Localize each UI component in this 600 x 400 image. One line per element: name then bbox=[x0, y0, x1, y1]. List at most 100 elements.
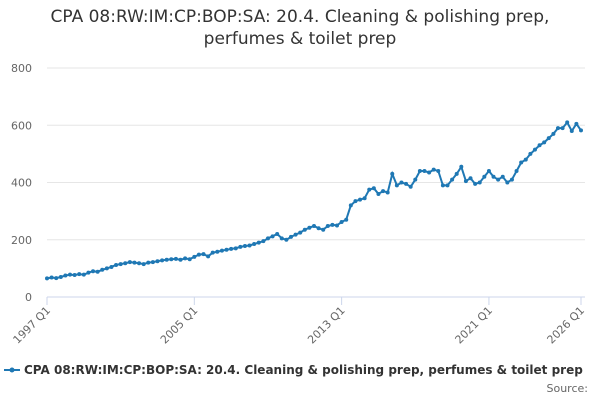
point bbox=[81, 272, 86, 277]
point bbox=[514, 169, 519, 174]
point bbox=[422, 169, 427, 174]
point bbox=[569, 128, 574, 133]
point bbox=[321, 227, 326, 232]
point bbox=[256, 240, 261, 245]
point bbox=[560, 126, 565, 131]
point bbox=[261, 239, 266, 244]
point bbox=[91, 269, 96, 274]
x-tick-label: 2013 Q1 bbox=[305, 304, 348, 347]
point bbox=[555, 126, 560, 131]
point bbox=[238, 244, 243, 249]
point bbox=[436, 169, 441, 174]
point bbox=[100, 267, 105, 272]
point bbox=[565, 120, 570, 125]
point bbox=[63, 273, 68, 278]
point bbox=[146, 260, 151, 265]
y-tick-label: 400 bbox=[11, 177, 32, 190]
point bbox=[344, 217, 349, 222]
point bbox=[58, 274, 63, 279]
point bbox=[408, 184, 413, 189]
point bbox=[279, 236, 284, 241]
point bbox=[183, 256, 188, 261]
point bbox=[201, 252, 206, 257]
legend-label: CPA 08:RW:IM:CP:BOP:SA: 20.4. Cleaning &… bbox=[24, 363, 583, 377]
chart-title: CPA 08:RW:IM:CP:BOP:SA: 20.4. Cleaning &… bbox=[50, 7, 550, 49]
point bbox=[224, 247, 229, 252]
point bbox=[546, 136, 551, 141]
point bbox=[242, 244, 247, 249]
point bbox=[123, 261, 128, 266]
legend-marker bbox=[9, 367, 15, 373]
point bbox=[155, 259, 160, 264]
point bbox=[210, 250, 215, 255]
point bbox=[68, 272, 73, 277]
x-tick-label: 2021 Q1 bbox=[453, 304, 496, 347]
point bbox=[574, 121, 579, 126]
point bbox=[335, 223, 340, 228]
point bbox=[459, 164, 464, 169]
point bbox=[473, 181, 478, 186]
point bbox=[376, 191, 381, 196]
point bbox=[141, 262, 146, 267]
point bbox=[496, 177, 501, 182]
y-tick-label: 800 bbox=[11, 62, 32, 75]
y-tick-label: 200 bbox=[11, 234, 32, 247]
point bbox=[413, 177, 418, 182]
point bbox=[325, 224, 330, 229]
point bbox=[118, 262, 123, 267]
point bbox=[137, 261, 142, 266]
point bbox=[302, 227, 307, 232]
point bbox=[298, 230, 303, 235]
point bbox=[49, 275, 54, 280]
point bbox=[54, 276, 59, 281]
point bbox=[219, 248, 224, 253]
x-tick-label: 2005 Q1 bbox=[158, 304, 201, 347]
point bbox=[477, 180, 482, 185]
point bbox=[371, 186, 376, 191]
point bbox=[293, 232, 298, 237]
point bbox=[551, 131, 556, 136]
point bbox=[431, 167, 436, 172]
x-tick-label: 1997 Q1 bbox=[11, 304, 54, 347]
point bbox=[532, 147, 537, 152]
point bbox=[173, 256, 178, 261]
point bbox=[330, 222, 335, 227]
point bbox=[519, 160, 524, 165]
point bbox=[367, 187, 372, 192]
point bbox=[523, 157, 528, 162]
point bbox=[381, 189, 386, 194]
point bbox=[486, 169, 491, 174]
point bbox=[160, 258, 165, 263]
point bbox=[579, 128, 583, 133]
point bbox=[127, 260, 132, 265]
point bbox=[169, 257, 174, 262]
point bbox=[394, 183, 399, 188]
point bbox=[215, 249, 220, 254]
point bbox=[463, 179, 468, 184]
point bbox=[312, 224, 316, 229]
point bbox=[132, 260, 137, 265]
point bbox=[270, 234, 275, 239]
point bbox=[284, 237, 289, 242]
point bbox=[440, 183, 445, 188]
point bbox=[206, 254, 211, 259]
point bbox=[77, 272, 82, 277]
point bbox=[399, 180, 404, 185]
point bbox=[362, 196, 367, 201]
point bbox=[339, 220, 344, 225]
point bbox=[247, 243, 252, 248]
point bbox=[86, 270, 91, 275]
point bbox=[528, 151, 533, 156]
point bbox=[537, 143, 542, 148]
y-tick-label: 600 bbox=[11, 119, 32, 132]
point bbox=[72, 272, 77, 277]
y-tick-label: 0 bbox=[25, 291, 32, 304]
point bbox=[542, 140, 547, 145]
point bbox=[275, 232, 280, 237]
point bbox=[450, 177, 455, 182]
point bbox=[353, 199, 358, 204]
point bbox=[252, 242, 257, 247]
series-line bbox=[46, 120, 582, 280]
